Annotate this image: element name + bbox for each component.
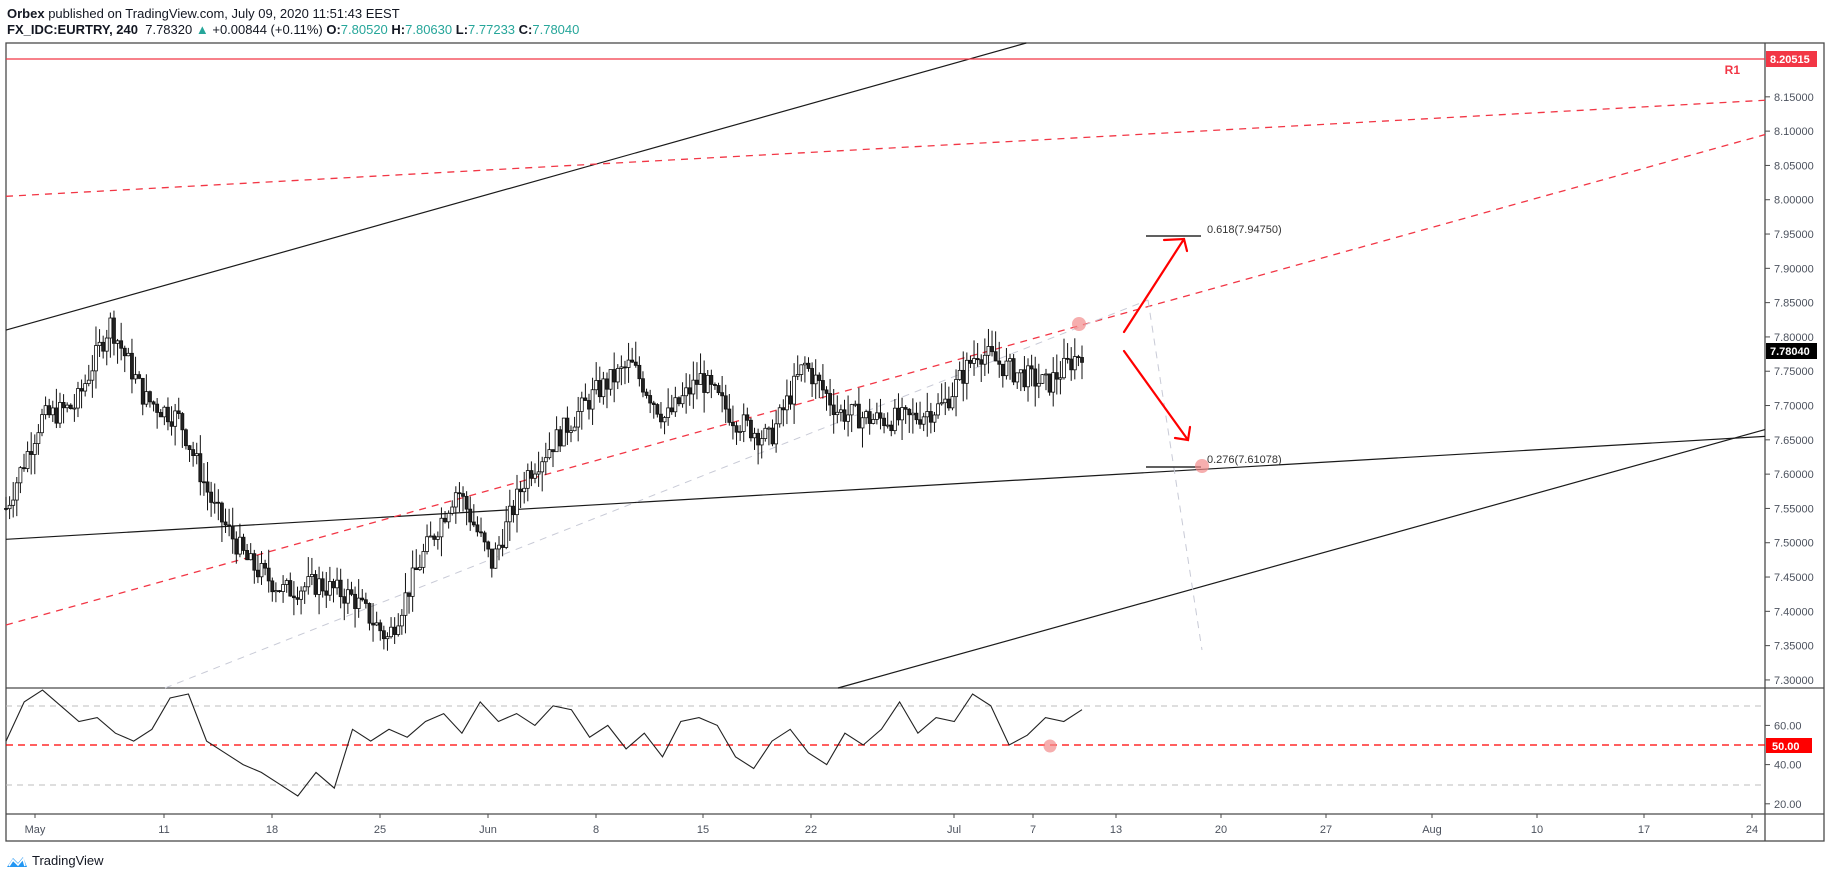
svg-text:7.78040: 7.78040 bbox=[1770, 346, 1810, 358]
price-tick-label: 7.50000 bbox=[1774, 538, 1814, 550]
rsi-axis: 60.00 40.00 20.00 bbox=[1765, 720, 1802, 811]
publish-info: Orbex published on TradingView.com, July… bbox=[7, 6, 400, 21]
rsi-mid-badge: 50.00 bbox=[1766, 738, 1812, 753]
time-tick-label: 15 bbox=[697, 824, 709, 836]
open-label: O: bbox=[326, 22, 341, 37]
time-axis[interactable]: May 11 18 25 Jun 8 15 22 Jul 7 13 20 27 Aug 10 17 24 bbox=[25, 814, 1759, 836]
touch-marker bbox=[1072, 317, 1086, 331]
trendlines[interactable] bbox=[5, 42, 1766, 689]
price-tick-label: 8.10000 bbox=[1774, 126, 1814, 138]
rsi-panel[interactable] bbox=[5, 689, 1765, 797]
price-tick-label: 7.65000 bbox=[1774, 435, 1814, 447]
time-tick-label: 17 bbox=[1638, 824, 1650, 836]
time-tick-label: 7 bbox=[1030, 824, 1036, 836]
rsi-line[interactable] bbox=[5, 689, 1083, 797]
upper-channel-trendline[interactable] bbox=[5, 42, 1027, 331]
touch-marker bbox=[1195, 459, 1209, 473]
time-tick-label: 22 bbox=[805, 824, 817, 836]
rsi-tick-label: 20.00 bbox=[1774, 799, 1802, 811]
price-tick-label: 7.90000 bbox=[1774, 263, 1814, 275]
r1-label: R1 bbox=[1725, 63, 1741, 77]
price-tick-label: 7.60000 bbox=[1774, 469, 1814, 481]
rsi-tick-label: 40.00 bbox=[1774, 760, 1802, 772]
close-value: 7.78040 bbox=[532, 22, 580, 37]
svg-text:8.20515: 8.20515 bbox=[1770, 54, 1810, 66]
time-tick-label: 20 bbox=[1215, 824, 1227, 836]
price-tick-label: 8.00000 bbox=[1774, 195, 1814, 207]
time-tick-label: 11 bbox=[158, 824, 169, 836]
price-tick-label: 8.05000 bbox=[1774, 160, 1814, 172]
price-axis[interactable]: 8.15000 8.10000 8.05000 8.00000 7.95000 7.900… bbox=[1765, 92, 1814, 687]
symbol-name[interactable]: FX_IDC:EURTRY, 240 bbox=[7, 22, 138, 37]
price-change: +0.00844 (+0.11%) bbox=[212, 22, 323, 37]
open-value: 7.80520 bbox=[340, 22, 388, 37]
time-tick-label: 13 bbox=[1110, 824, 1122, 836]
triangle-up-icon: ▲ bbox=[195, 22, 209, 37]
r1-price-badge: 8.20515 bbox=[1766, 51, 1817, 67]
tradingview-logo[interactable]: TradingView bbox=[6, 853, 104, 868]
price-tick-label: 7.85000 bbox=[1774, 298, 1814, 310]
svg-text:50.00: 50.00 bbox=[1772, 741, 1800, 753]
low-value: 7.77233 bbox=[468, 22, 516, 37]
publisher-name: Orbex bbox=[7, 6, 45, 21]
time-tick-label: 24 bbox=[1746, 824, 1758, 836]
price-tick-label: 7.70000 bbox=[1774, 401, 1814, 413]
candlestick-series[interactable] bbox=[4, 310, 1084, 651]
low-label: L: bbox=[455, 22, 469, 37]
fib-0276-label: 0.276(7.61078) bbox=[1207, 454, 1282, 466]
price-tick-label: 7.40000 bbox=[1774, 606, 1814, 618]
time-tick-label: May bbox=[25, 824, 46, 836]
high-value: 7.80630 bbox=[405, 22, 453, 37]
rising-red-dashed-trendline[interactable] bbox=[5, 133, 1766, 626]
fib-0618-label: 0.618(7.94750) bbox=[1207, 224, 1282, 236]
price-tick-label: 7.45000 bbox=[1774, 572, 1814, 584]
publish-text: published on TradingView.com, July 09, 2… bbox=[48, 6, 400, 21]
time-tick-label: 27 bbox=[1320, 824, 1332, 836]
price-tick-label: 7.55000 bbox=[1774, 503, 1814, 515]
scenario-down-arrow-icon[interactable] bbox=[1122, 349, 1192, 442]
chart-frame bbox=[5, 42, 1825, 842]
price-tick-label: 7.80000 bbox=[1774, 332, 1814, 344]
time-tick-label: 25 bbox=[374, 824, 386, 836]
price-tick-label: 7.75000 bbox=[1774, 366, 1814, 378]
close-label: C: bbox=[518, 22, 533, 37]
high-label: H: bbox=[391, 22, 406, 37]
fib-trend-helper-line[interactable] bbox=[1147, 299, 1203, 651]
symbol-legend: FX_IDC:EURTRY, 240 7.78320 ▲ +0.00844 (+… bbox=[7, 22, 579, 37]
time-tick-label: 18 bbox=[266, 824, 278, 836]
scenario-up-arrow-icon[interactable] bbox=[1122, 237, 1189, 334]
upper-red-dashed-trendline[interactable] bbox=[5, 99, 1766, 197]
fib-trend-helper-line[interactable] bbox=[164, 299, 1149, 689]
time-tick-label: Jun bbox=[479, 824, 497, 836]
rsi-touch-marker bbox=[1043, 739, 1057, 753]
price-tick-label: 7.35000 bbox=[1774, 641, 1814, 653]
current-price-badge: 7.78040 bbox=[1766, 343, 1817, 359]
time-tick-label: 8 bbox=[593, 824, 599, 836]
rsi-tick-label: 60.00 bbox=[1774, 720, 1802, 732]
lower-channel-trendline[interactable] bbox=[837, 428, 1766, 689]
time-tick-label: Aug bbox=[1422, 824, 1442, 836]
last-price: 7.78320 bbox=[145, 22, 193, 37]
price-tick-label: 7.95000 bbox=[1774, 229, 1814, 241]
time-tick-label: 10 bbox=[1531, 824, 1543, 836]
logo-text: TradingView bbox=[32, 853, 104, 868]
tradingview-cloud-icon bbox=[7, 856, 27, 867]
mid-support-trendline[interactable] bbox=[5, 435, 1766, 540]
time-tick-label: Jul bbox=[947, 824, 961, 836]
price-tick-label: 7.30000 bbox=[1774, 675, 1814, 687]
price-tick-label: 8.15000 bbox=[1774, 92, 1814, 104]
